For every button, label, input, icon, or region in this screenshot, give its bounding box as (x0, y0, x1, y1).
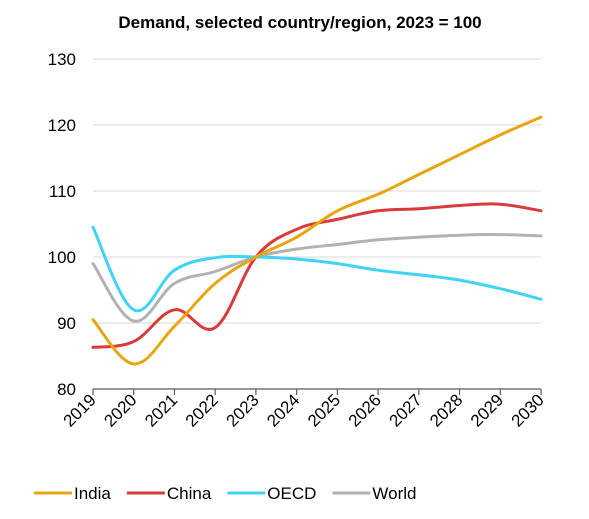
x-tick-label: 2023 (223, 390, 263, 430)
series-line-oecd (91, 225, 543, 313)
legend-label: World (372, 484, 416, 503)
legend-item-india: India (34, 484, 111, 503)
gridlines (93, 58, 541, 324)
x-tick-label: 2030 (508, 390, 548, 430)
y-tick-label: 130 (48, 50, 76, 69)
chart-title: Demand, selected country/region, 2023 = … (118, 13, 481, 32)
y-tick-label: 100 (48, 248, 76, 267)
y-tick-label: 80 (57, 380, 76, 399)
y-tick-label: 110 (49, 182, 76, 201)
legend-label: China (167, 484, 212, 503)
legend-label: OECD (267, 484, 316, 503)
x-tick-label: 2027 (385, 390, 425, 430)
legend-item-world: World (332, 484, 417, 503)
legend-item-oecd: OECD (227, 484, 316, 503)
y-tick-label: 90 (57, 314, 76, 333)
legend: India China OECD World (34, 484, 417, 503)
y-tick-label: 120 (48, 116, 76, 135)
x-tick-label: 2021 (141, 390, 181, 430)
x-tick-label: 2028 (426, 390, 466, 430)
legend-label: India (74, 484, 111, 503)
x-tick-label: 2022 (182, 390, 222, 430)
legend-item-china: China (126, 484, 212, 503)
series-line-china (91, 202, 543, 349)
series-lines (91, 115, 543, 366)
x-tick-label: 2025 (304, 390, 344, 430)
x-tick-label: 2026 (345, 390, 385, 430)
x-tick-label: 2020 (100, 390, 140, 430)
series-line-india (91, 115, 543, 366)
x-tick-label: 2029 (467, 390, 507, 430)
x-tick-label: 2024 (263, 390, 303, 430)
series-line-world (91, 233, 543, 323)
